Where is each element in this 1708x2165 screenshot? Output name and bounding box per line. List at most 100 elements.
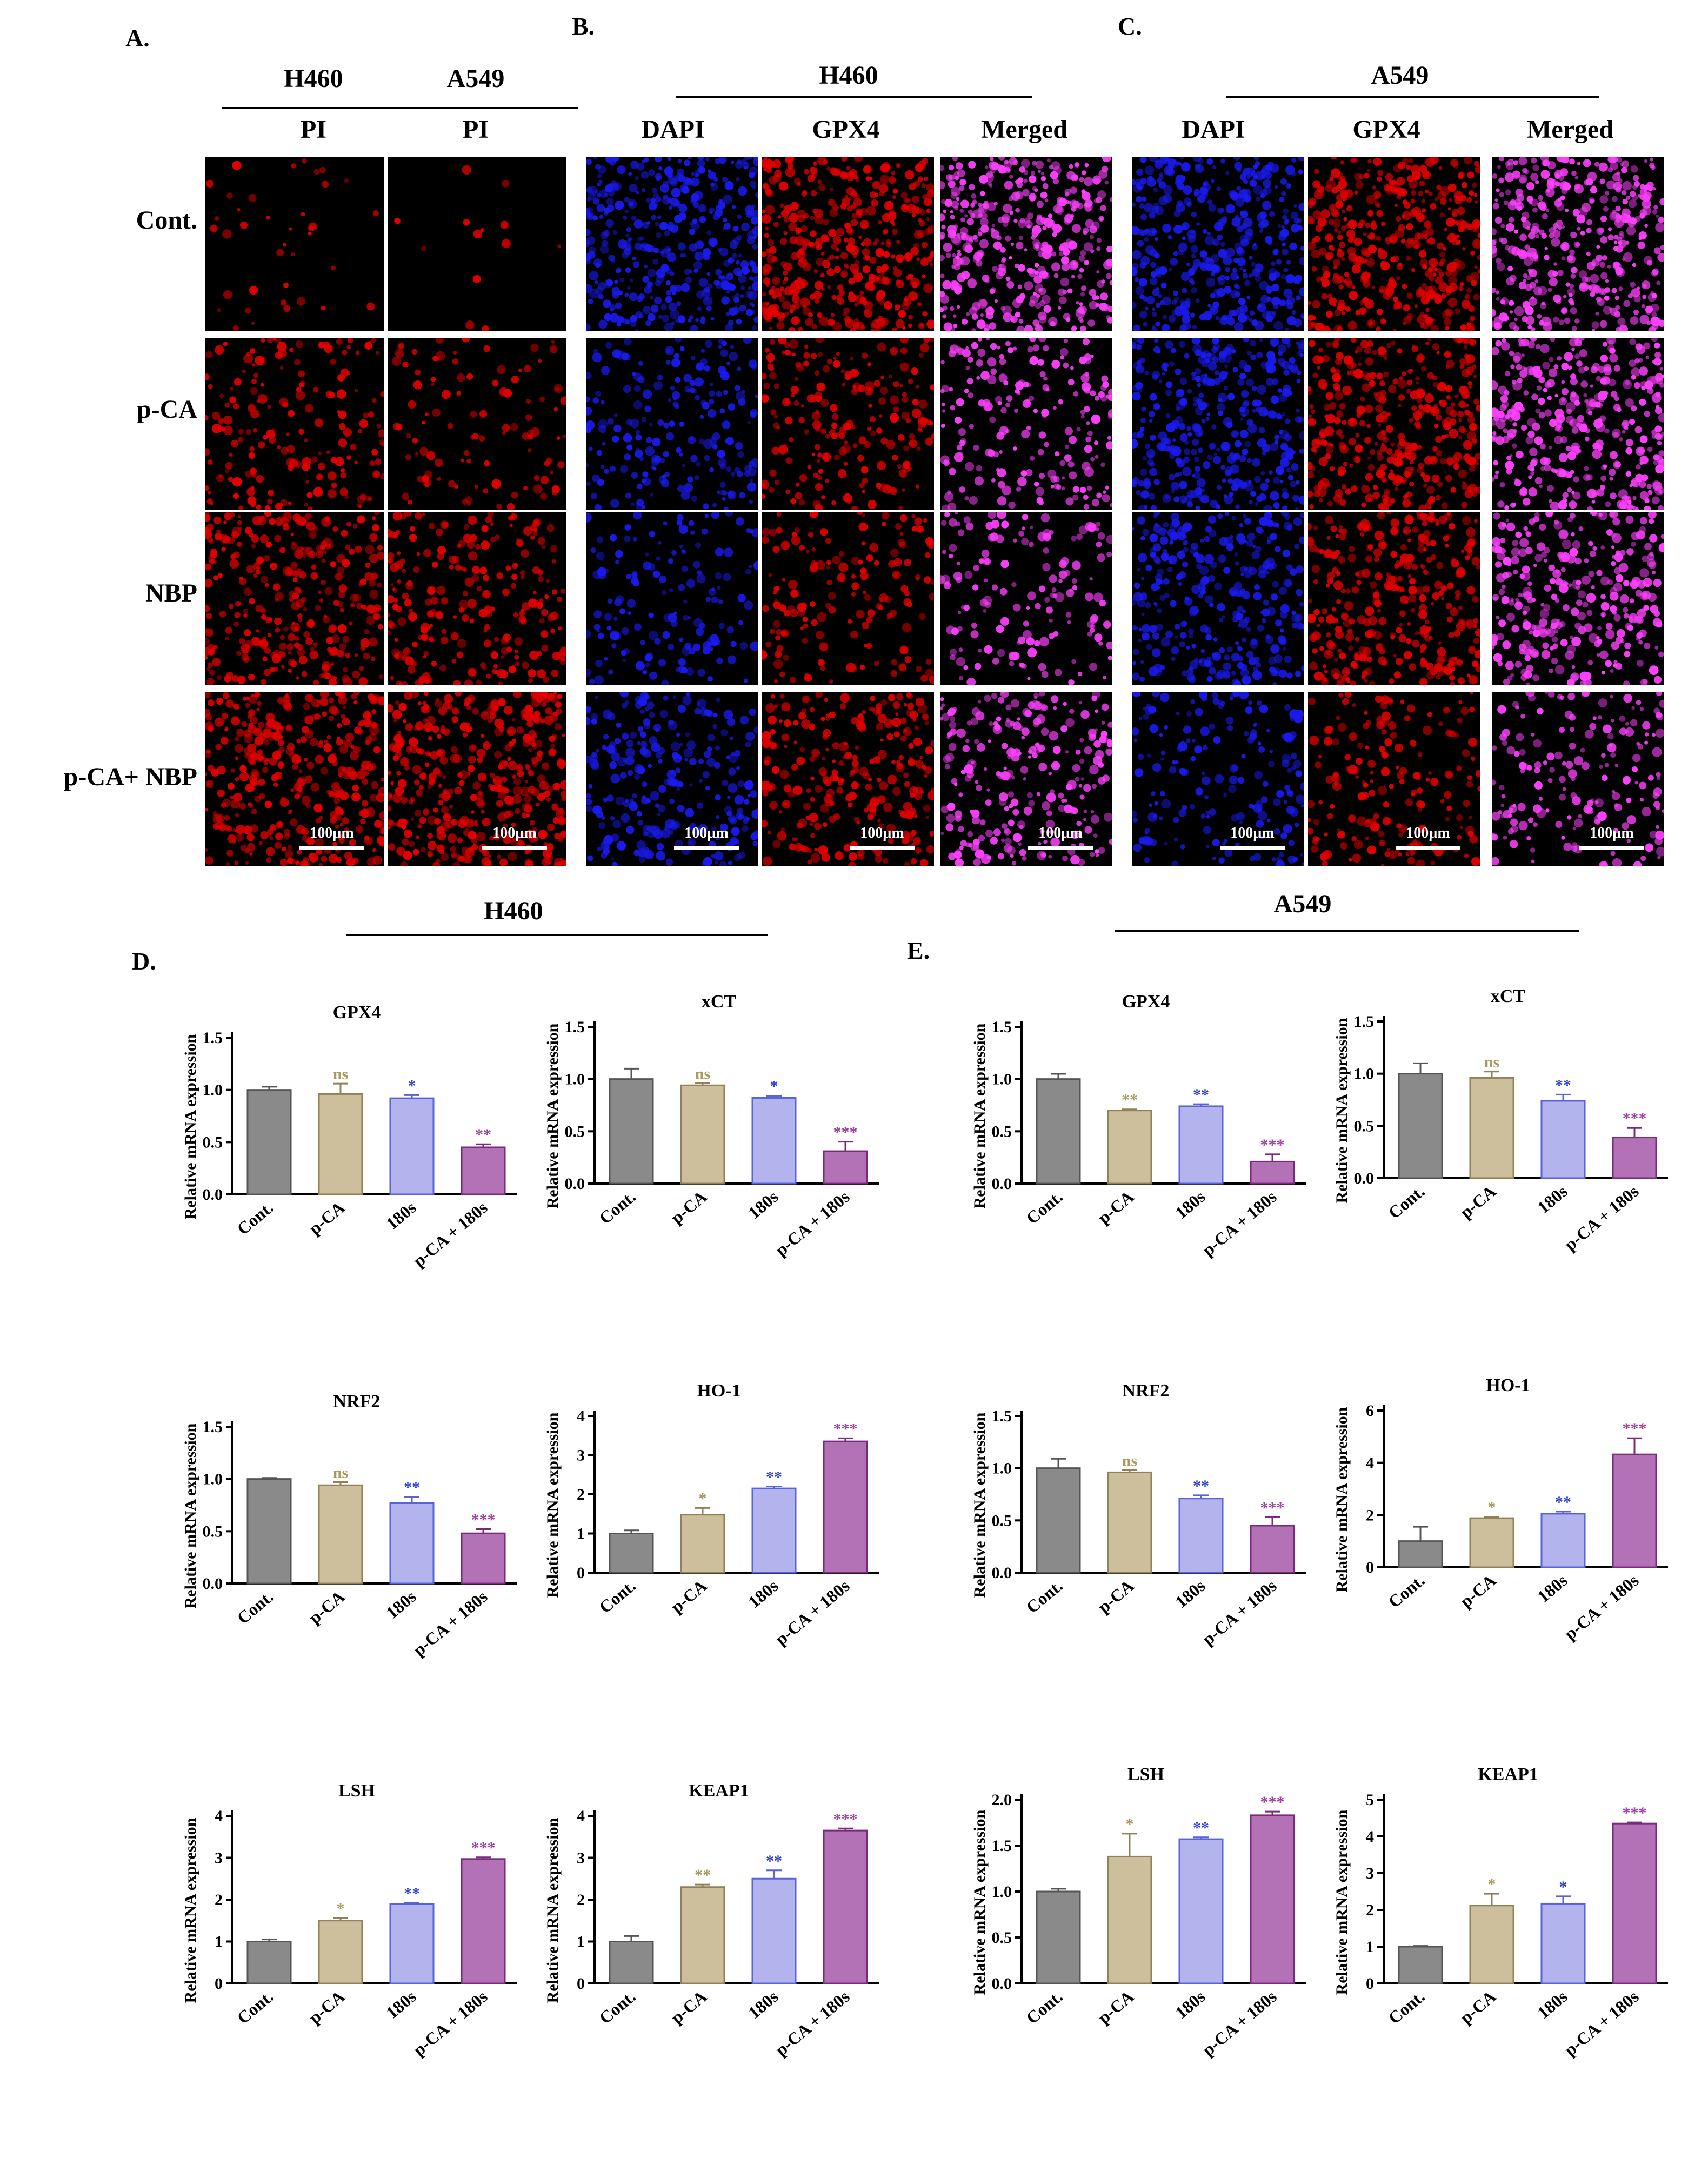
y-tick-label: 3 xyxy=(1366,1865,1374,1882)
y-tick-label: 1 xyxy=(1366,1938,1374,1956)
bar xyxy=(823,1150,868,1185)
significance-label: * xyxy=(408,1077,416,1094)
x-tick-label: Cont. xyxy=(233,1587,277,1628)
chart-title: NRF2 xyxy=(333,1392,381,1412)
bar-chart-e-ho1: Relative mRNA expression HO-1 0 2 4 6 Cont. * p-… xyxy=(1335,1375,1668,1643)
y-tick-label: 1.0 xyxy=(992,1071,1012,1088)
h460-gpx4-image xyxy=(762,157,934,331)
header-b-merged: Merged xyxy=(981,115,1068,144)
y-tick-label: 1.5 xyxy=(203,1029,223,1047)
x-tick-label: 180s xyxy=(1533,1987,1571,2022)
panel-letter-c: C. xyxy=(1118,12,1142,40)
bar xyxy=(389,1903,435,1984)
y-tick-label: 1.5 xyxy=(992,1018,1012,1036)
a549-gpx4-image: 100µm xyxy=(1308,692,1480,866)
significance-label: * xyxy=(1126,1815,1134,1833)
bar xyxy=(823,1829,868,1984)
bar xyxy=(1612,1137,1657,1179)
scale-bar xyxy=(1579,846,1644,850)
chart-title: xCT xyxy=(1491,986,1526,1006)
bar xyxy=(389,1097,435,1195)
y-tick-label: 0.0 xyxy=(992,1564,1012,1582)
y-tick-label: 0.5 xyxy=(992,1512,1012,1529)
y-tick-label: 1.0 xyxy=(565,1071,585,1088)
chart-title: KEAP1 xyxy=(1478,1765,1538,1785)
a549-dapi-image xyxy=(1132,338,1304,510)
y-axis-label: Relative mRNA expression xyxy=(546,1817,562,2003)
bar xyxy=(461,1858,506,1984)
bar-chart-e-xct: Relative mRNA expression xCT 0.0 0.5 1.0 1.5 C… xyxy=(1335,986,1668,1254)
a549-merged-image xyxy=(1492,512,1664,685)
chart-title: LSH xyxy=(1127,1765,1164,1785)
bar xyxy=(751,1877,797,1984)
bar xyxy=(318,1093,363,1195)
header-d-h460: H460 xyxy=(484,897,543,925)
bar xyxy=(751,1097,797,1185)
bar xyxy=(1250,1160,1295,1185)
pi-image xyxy=(388,512,566,685)
y-tick-label: 0.0 xyxy=(992,1975,1012,1993)
y-tick-label: 1.0 xyxy=(992,1460,1012,1478)
row-label-cont: Cont. xyxy=(136,206,197,235)
bar xyxy=(1036,1467,1081,1574)
chart-title: HO-1 xyxy=(1486,1375,1530,1395)
significance-label: ** xyxy=(1193,1819,1209,1837)
bar-chart-e-keap1: Relative mRNA expression KEAP1 0 1 2 3 4 5 Cont.… xyxy=(1335,1765,1668,2060)
header-a-rule xyxy=(222,107,578,109)
bar xyxy=(246,1941,292,1984)
y-tick-label: 0.5 xyxy=(992,1929,1012,1947)
significance-label: *** xyxy=(1623,1110,1647,1127)
y-tick-label: 0.0 xyxy=(203,1186,223,1204)
panel-letter-d: D. xyxy=(132,947,156,975)
y-tick-label: 0.5 xyxy=(1354,1117,1375,1135)
header-d-rule xyxy=(346,934,768,936)
bar-chart-d-gpx4: Relative mRNA expression GPX4 0.0 0.5 1.0 1.5… xyxy=(184,1003,517,1271)
y-axis-label: Relative mRNA expression xyxy=(973,1023,989,1208)
x-tick-label: Cont. xyxy=(233,1198,277,1239)
y-tick-label: 2 xyxy=(1366,1506,1374,1524)
y-axis-label: Relative mRNA expression xyxy=(973,1809,989,1995)
x-tick-label: p-CA + 180s xyxy=(771,1187,853,1260)
a549-merged-image xyxy=(1492,338,1664,510)
x-tick-label: 180s xyxy=(382,1987,419,2022)
y-tick-label: 0.0 xyxy=(565,1175,585,1193)
bar xyxy=(1178,1105,1224,1185)
pi-image xyxy=(205,512,384,685)
row-label-pca-nbp: p-CA+ NBP xyxy=(63,763,197,791)
x-tick-label: 180s xyxy=(744,1987,782,2022)
header-e-rule xyxy=(1115,930,1579,932)
significance-label: ** xyxy=(475,1126,491,1144)
y-axis-label: Relative mRNA expression xyxy=(546,1023,562,1208)
significance-label: ** xyxy=(766,1852,782,1870)
y-tick-label: 0.5 xyxy=(565,1122,585,1140)
significance-label: *** xyxy=(833,1124,858,1141)
significance-label: * xyxy=(337,1900,345,1917)
y-tick-label: 4 xyxy=(577,1807,585,1825)
bar xyxy=(246,1478,292,1585)
y-axis-label: Relative mRNA expression xyxy=(184,1423,199,1608)
x-tick-label: Cont. xyxy=(1384,1987,1428,2028)
bar xyxy=(1540,1513,1586,1568)
scale-bar-label: 100µm xyxy=(1406,825,1450,841)
h460-dapi-image: 100µm xyxy=(586,692,758,866)
x-tick-label: p-CA xyxy=(1094,1987,1137,2028)
bar-chart-d-keap1: Relative mRNA expression KEAP1 0 1 2 3 4 Cont. *… xyxy=(546,1781,879,2060)
significance-label: * xyxy=(1488,1499,1496,1516)
header-c-a549: A549 xyxy=(1371,61,1429,90)
a549-merged-image: 100µm xyxy=(1492,692,1664,866)
x-tick-label: p-CA + 180s xyxy=(409,1987,491,2060)
bar xyxy=(1540,1100,1586,1179)
a549-gpx4-image xyxy=(1308,338,1480,510)
h460-dapi-image xyxy=(586,157,758,331)
h460-merged-image xyxy=(940,338,1112,510)
bar xyxy=(1036,1078,1081,1185)
h460-dapi-image xyxy=(586,512,758,685)
scale-bar-label: 100µm xyxy=(860,825,904,841)
pi-image: 100µm xyxy=(388,692,566,866)
scale-bar-label: 100µm xyxy=(492,825,537,841)
chart-title: KEAP1 xyxy=(689,1781,749,1801)
y-tick-label: 4 xyxy=(1366,1454,1374,1472)
h460-merged-image: 100µm xyxy=(940,692,1112,866)
y-axis-label: Relative mRNA expression xyxy=(1335,1407,1351,1592)
panel-letter-e: E. xyxy=(907,937,930,964)
